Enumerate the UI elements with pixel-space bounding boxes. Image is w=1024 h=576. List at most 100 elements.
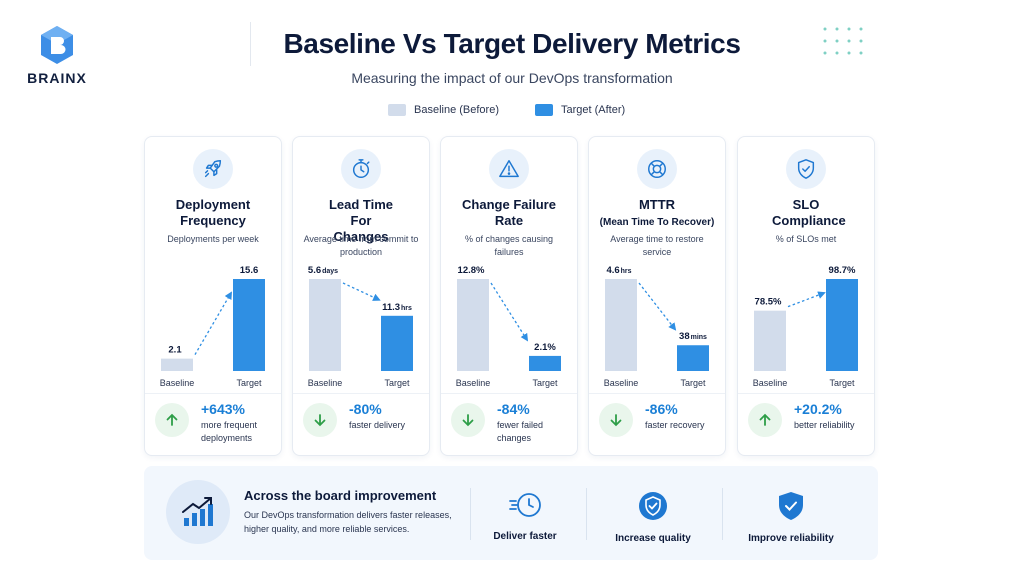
metric-change: -80% faster delivery xyxy=(293,395,429,451)
metric-title: Change Failure Rate xyxy=(462,197,556,228)
baseline-value-label: 5.6days xyxy=(308,265,338,276)
change-description: fewer failed changes xyxy=(497,420,544,443)
arrow-up-icon xyxy=(155,403,189,437)
card-divider xyxy=(441,393,577,394)
metric-title-sub: (Mean Time To Recover) xyxy=(599,217,715,228)
trend-arrow xyxy=(490,282,529,342)
trend-arrow xyxy=(342,282,381,301)
lifebuoy-icon xyxy=(637,149,677,189)
trend-arrow xyxy=(194,291,232,355)
baseline-value-label: 78.5% xyxy=(755,297,782,308)
metric-chart: 5.6days Baseline 11.3hrs Target xyxy=(308,265,413,388)
target-value-label: 11.3hrs xyxy=(382,302,412,313)
legend-label-baseline: Baseline (Before) xyxy=(414,104,499,116)
metric-chart: 12.8% Baseline 2.1% Target xyxy=(456,265,561,388)
metric-title: Deployment Frequency xyxy=(175,197,251,228)
metric-description: % of changes causing failures xyxy=(464,234,554,257)
trend-arrow xyxy=(638,282,677,331)
category-label: Target xyxy=(236,378,262,388)
target-value-label: 2.1% xyxy=(534,342,556,353)
baseline-bar xyxy=(754,310,786,371)
legend-label-target: Target (After) xyxy=(561,104,626,116)
legend-baseline: Baseline (Before) xyxy=(388,104,499,116)
metric-description: Average time from commit to production xyxy=(303,234,419,257)
summary-text: Our DevOps transformation delivers faste… xyxy=(244,510,452,534)
baseline-value-label: 12.8% xyxy=(458,265,485,276)
target-value-label: 38mins xyxy=(679,331,707,342)
change-description: better reliability xyxy=(794,420,855,430)
arrow-down-icon xyxy=(451,403,485,437)
change-percent: +643% xyxy=(201,401,245,417)
baseline-bar xyxy=(309,279,341,371)
category-label: Baseline xyxy=(160,378,195,388)
shield-check-icon xyxy=(786,149,826,189)
change-description: faster recovery xyxy=(645,420,705,430)
metric-chart: 4.6hrs Baseline 38mins Target xyxy=(604,265,709,388)
baseline-bar xyxy=(161,358,193,371)
header-divider xyxy=(250,22,251,66)
rocket-icon xyxy=(193,149,233,189)
category-label: Target xyxy=(384,378,410,388)
change-percent: +20.2% xyxy=(794,401,842,417)
brand-name: BRAINX xyxy=(27,70,87,86)
shield-check-icon xyxy=(779,492,803,520)
feature-improve-reliability: Improve reliability xyxy=(726,490,856,544)
summary-divider xyxy=(722,488,723,540)
card-divider xyxy=(589,393,725,394)
card-divider xyxy=(293,393,429,394)
legend-swatch-baseline xyxy=(388,104,406,116)
fast-clock-icon xyxy=(509,493,541,517)
target-bar xyxy=(826,279,858,371)
warning-icon xyxy=(489,149,529,189)
quality-badge-icon xyxy=(639,492,667,520)
summary-title: Across the board improvement xyxy=(244,488,437,503)
target-bar xyxy=(529,355,561,371)
metric-card-lead-time: Lead Time For Changes Average time from … xyxy=(292,136,430,456)
baseline-value-label: 4.6hrs xyxy=(606,265,631,276)
page-subtitle: Measuring the impact of our DevOps trans… xyxy=(351,70,673,86)
summary-panel: Across the board improvement Our DevOps … xyxy=(144,466,878,560)
baseline-bar xyxy=(457,279,489,371)
change-percent: -86% xyxy=(645,401,678,417)
feature-increase-quality: Increase quality xyxy=(588,490,718,544)
feature-label: Improve reliability xyxy=(748,533,834,544)
metric-card-slo-compliance: SLO Compliance % of SLOs met 78.5% Baseli… xyxy=(737,136,875,456)
category-label: Target xyxy=(829,378,855,388)
metric-title-main: MTTR xyxy=(638,197,676,212)
category-label: Baseline xyxy=(308,378,343,388)
category-label: Baseline xyxy=(604,378,639,388)
metric-title: SLO Compliance xyxy=(772,197,846,228)
summary-divider xyxy=(586,488,587,540)
arrow-down-icon xyxy=(303,403,337,437)
brainx-logo-icon xyxy=(41,26,73,64)
legend-swatch-target xyxy=(535,104,553,116)
metric-chart: 78.5% Baseline 98.7% Target xyxy=(753,265,858,388)
target-value-label: 15.6 xyxy=(240,265,259,276)
metric-change: -86% faster recovery xyxy=(589,395,725,451)
arrow-up-icon xyxy=(748,403,782,437)
category-label: Target xyxy=(680,378,706,388)
metric-title: Lead Time For Changes xyxy=(328,197,394,244)
category-label: Target xyxy=(532,378,558,388)
card-divider xyxy=(145,393,281,394)
legend-target: Target (After) xyxy=(535,104,625,116)
trend-arrow xyxy=(787,291,826,308)
metric-description: Average time to restore service xyxy=(610,234,704,257)
metric-card-mttr: MTTR (Mean Time To Recover) Average time… xyxy=(588,136,726,456)
metric-card-change-failure-rate: Change Failure Rate % of changes causing… xyxy=(440,136,578,456)
metric-chart: 2.1 Baseline 15.6 Target xyxy=(160,265,265,388)
growth-chart-icon xyxy=(166,480,230,544)
metric-description: Deployments per week xyxy=(167,234,259,244)
decorative-dots xyxy=(823,27,863,55)
legend: Baseline (Before) Target (After) xyxy=(388,104,661,116)
summary-divider xyxy=(470,488,471,540)
change-percent: -84% xyxy=(497,401,530,417)
metric-title: MTTR (Mean Time To Recover) xyxy=(593,197,721,231)
change-description: faster delivery xyxy=(349,420,406,430)
metric-card-deployment-frequency: Deployment Frequency Deployments per wee… xyxy=(144,136,282,456)
change-percent: -80% xyxy=(349,401,382,417)
category-label: Baseline xyxy=(456,378,491,388)
feature-label: Increase quality xyxy=(615,533,691,544)
metric-change: -84% fewer failed changes xyxy=(441,395,577,451)
arrow-down-icon xyxy=(599,403,633,437)
